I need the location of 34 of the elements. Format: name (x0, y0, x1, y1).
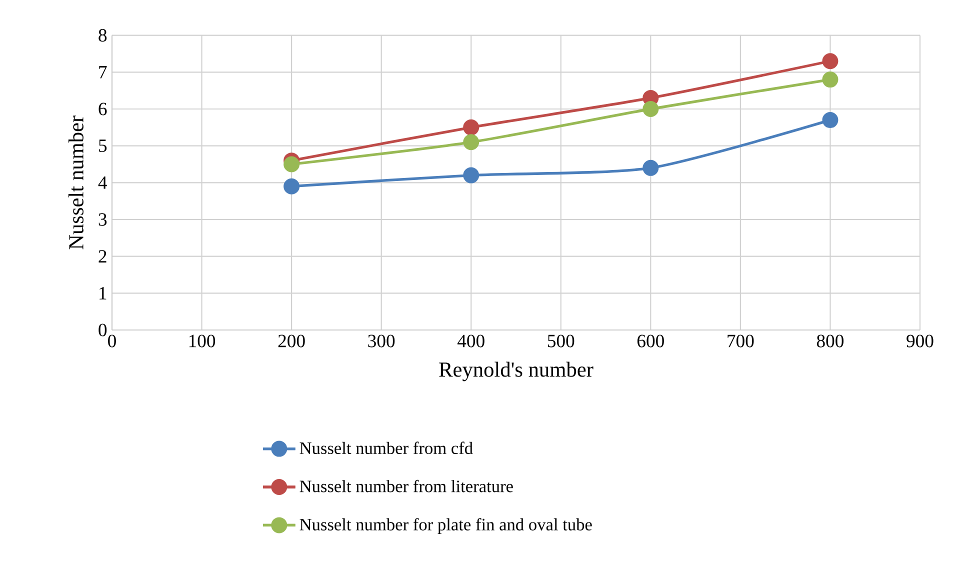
y-tick-label: 1 (100, 286, 106, 300)
x-tick-label: 400 (457, 334, 484, 348)
x-tick-label: 500 (548, 334, 574, 348)
y-tick-label: 4 (98, 176, 108, 189)
x-tick-label: 200 (278, 334, 305, 348)
x-tick-label: 900 (906, 334, 934, 348)
y-tick-label: 3 (98, 213, 107, 226)
y-tick-label: 2 (98, 250, 106, 262)
point (642, 160, 659, 176)
y-tick-label: 6 (98, 102, 107, 116)
point (642, 100, 659, 117)
point (463, 119, 480, 136)
y-tick-label: 7 (99, 66, 107, 78)
legend-label: Nusselt number from cfd (300, 442, 473, 454)
point (822, 71, 838, 88)
point (284, 178, 300, 194)
point (463, 134, 480, 150)
x-tick-label: 700 (728, 334, 754, 348)
x-tick-label: 0 (108, 334, 116, 348)
legend-label: Nusselt number from literature (300, 480, 513, 492)
legend-label: Nusselt number for plate fin and oval tube (300, 518, 592, 534)
x-axis-title: Reynold's number (439, 362, 594, 382)
point (463, 167, 480, 184)
point (822, 52, 838, 69)
y-tick-label: 8 (98, 28, 107, 42)
y-tick-label: 5 (99, 139, 107, 152)
point (284, 156, 300, 172)
x-tick-label: 800 (816, 334, 844, 348)
y-axis-title: Nusselt number (68, 115, 84, 250)
x-tick-label: 600 (637, 334, 664, 348)
y-tick-label: 0 (98, 324, 107, 336)
x-tick-label: 300 (368, 334, 395, 348)
point (822, 112, 838, 128)
x-tick-label: 100 (189, 334, 216, 348)
